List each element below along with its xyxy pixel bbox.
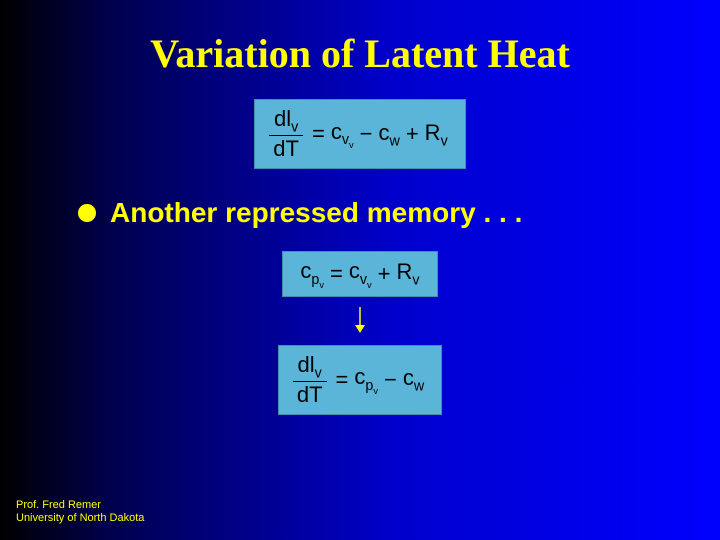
- equation-3-box: dlv dT = cpv − cw: [278, 345, 442, 415]
- bullet-row: Another repressed memory . . .: [78, 197, 720, 229]
- eq1-Rv: Rv: [425, 120, 448, 149]
- footer-line1: Prof. Fred Remer: [16, 499, 144, 513]
- eq1-plus: +: [406, 121, 419, 147]
- slide-title: Variation of Latent Heat: [0, 0, 720, 77]
- footer: Prof. Fred Remer University of North Dak…: [16, 499, 144, 527]
- equation-2-row: cpv = cvv + Rv: [0, 251, 720, 296]
- eq2-cpv: cpv: [300, 258, 324, 289]
- equation-1: dlv dT = cvv − cw + Rv: [269, 106, 450, 162]
- eq1-T: T: [286, 136, 299, 161]
- eq1-cvv: cvv: [331, 119, 354, 150]
- equation-2-box: cpv = cvv + Rv: [282, 251, 437, 296]
- equation-3: dlv dT = cpv − cw: [293, 352, 427, 408]
- eq1-d-bot: d: [273, 136, 285, 161]
- equation-2: cpv = cvv + Rv: [297, 258, 422, 289]
- eq2-cvv: cvv: [349, 258, 372, 289]
- eq3-T: T: [309, 382, 322, 407]
- eq2-Rv: Rv: [397, 259, 420, 288]
- eq3-d-bot: d: [297, 382, 309, 407]
- eq1-lv-sub: v: [291, 119, 298, 135]
- eq3-cw: cw: [403, 365, 424, 394]
- eq3-lv-sub: v: [315, 365, 322, 381]
- equation-3-row: dlv dT = cpv − cw: [0, 345, 720, 415]
- eq3-minus: −: [384, 367, 397, 393]
- bullet-icon: [78, 204, 96, 222]
- eq1-minus: −: [360, 121, 373, 147]
- eq3-d-top: d: [298, 352, 310, 377]
- eq1-fraction: dlv dT: [269, 106, 303, 162]
- eq3-equals: =: [336, 367, 349, 393]
- eq3-fraction: dlv dT: [293, 352, 327, 408]
- eq2-equals: =: [330, 261, 343, 287]
- equation-1-row: dlv dT = cvv − cw + Rv: [0, 99, 720, 169]
- eq1-cw: cw: [378, 120, 399, 149]
- down-arrow-icon: [0, 307, 720, 339]
- footer-line2: University of North Dakota: [16, 512, 144, 526]
- eq1-d-top: d: [274, 106, 286, 131]
- eq1-equals: =: [312, 121, 325, 147]
- bullet-text: Another repressed memory . . .: [110, 197, 522, 229]
- eq3-cpv: cpv: [354, 364, 378, 395]
- equation-1-box: dlv dT = cvv − cw + Rv: [254, 99, 465, 169]
- eq2-plus: +: [378, 261, 391, 287]
